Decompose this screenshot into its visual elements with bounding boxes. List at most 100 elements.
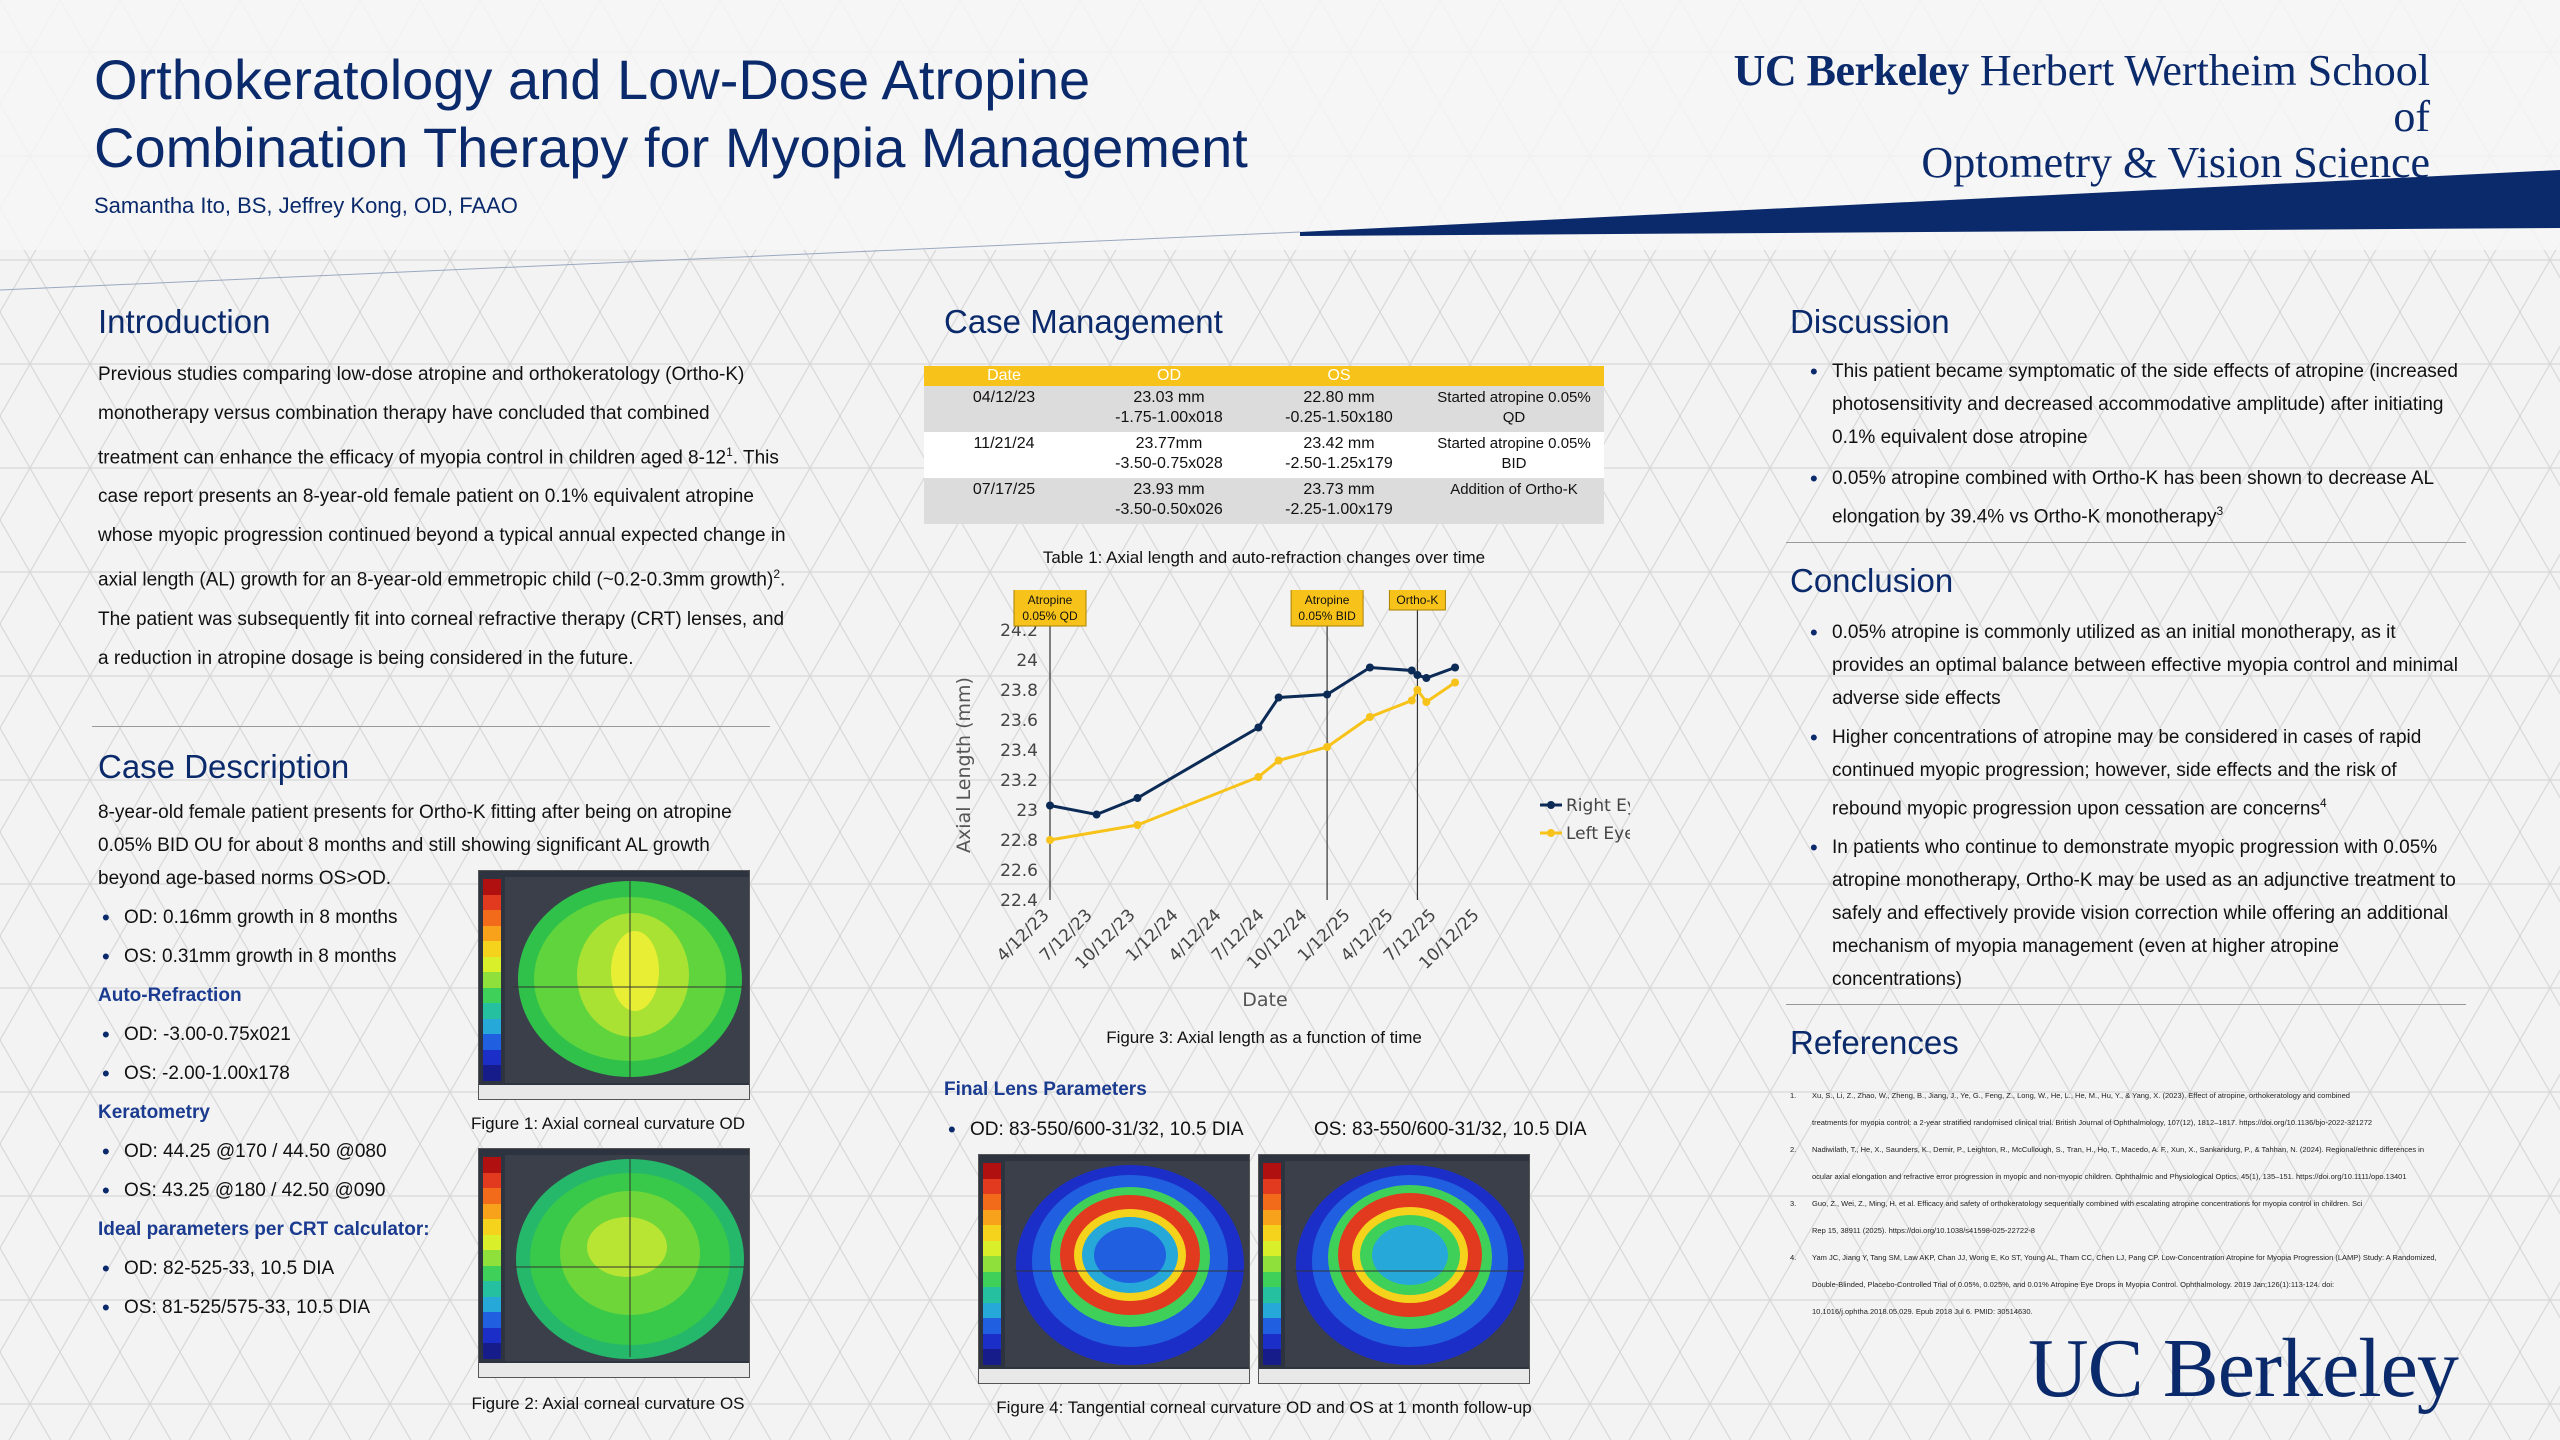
logo-line2: Optometry & Vision Science (1921, 138, 2430, 187)
color-scale (1263, 1163, 1281, 1365)
intro-sup2: 2 (773, 567, 780, 582)
logo-line1-rest: Herbert Wertheim School of (1979, 46, 2430, 141)
cell-od: 23.77mm -3.50-0.75x028 (1084, 432, 1254, 478)
data-point (1413, 671, 1422, 679)
institution-logo: UC Berkeley Herbert Wertheim School of O… (1690, 48, 2430, 186)
topo-footer (979, 1369, 1249, 1383)
data-point (1274, 756, 1283, 765)
poster-title: Orthokeratology and Low-Dose Atropine Co… (94, 46, 1494, 182)
list-item: OD: 0.16mm growth in 8 months (98, 898, 498, 937)
case-description-intro: 8-year-old female patient presents for O… (98, 796, 818, 895)
data-point (1451, 663, 1460, 672)
autorefraction-list: OD: -3.00-0.75x021 OS: -2.00-1.00x178 (98, 1015, 498, 1093)
list-item: OD: 44.25 @170 / 44.50 @080 (98, 1132, 498, 1171)
intro-p2: . This case report presents an 8-year-ol… (98, 447, 786, 591)
autorefraction-heading: Auto-Refraction (98, 985, 242, 1006)
final-lens-os: OS: 83-550/600-31/32, 10.5 DIA (1314, 1119, 1587, 1140)
case-table-wrapper: Date OD OS 04/12/23 23.03 mm -1.75-1.00x0… (924, 366, 1604, 524)
y-tick-label: 23.2 (1000, 771, 1038, 791)
final-lens-params: OD: 83-550/600-31/32, 10.5 DIA OS: 83-550… (944, 1110, 1644, 1149)
annotation-box (1290, 590, 1364, 627)
series-line-left-eye (1049, 681, 1456, 842)
annotation-box (1013, 590, 1087, 627)
logo-bold: UC Berkeley (1733, 46, 1970, 95)
case-description-details: OD: 0.16mm growth in 8 months OS: 0.31mm… (98, 898, 498, 1327)
list-item: This patient became symptomatic of the s… (1806, 355, 2476, 454)
keratometry-list: OD: 44.25 @170 / 44.50 @080 OS: 43.25 @1… (98, 1132, 498, 1210)
figure3-caption: Figure 3: Axial length as a function of … (1106, 1028, 1422, 1047)
list-item: Higher concentrations of atropine may be… (1806, 721, 2466, 825)
data-point (1407, 666, 1416, 675)
final-lens-heading: Final Lens Parameters (944, 1079, 1147, 1100)
figure4-os-topography-image (1258, 1154, 1530, 1384)
data-point (1413, 686, 1422, 694)
legend-marker (1547, 829, 1555, 837)
data-point (1422, 698, 1431, 706)
intro-p1: Previous studies comparing low-dose atro… (98, 364, 745, 469)
data-point (1046, 836, 1054, 844)
y-tick-label: 22.8 (1000, 831, 1038, 851)
intro-p3: . The patient was subsequently fit into … (98, 569, 786, 669)
y-axis-label: Axial Length (mm) (953, 677, 975, 853)
conclusion-bullets: 0.05% atropine is commonly utilized as a… (1806, 616, 2466, 996)
crt-heading: Ideal parameters per CRT calculator: (98, 1219, 430, 1240)
list-item: OS: 0.31mm growth in 8 months (98, 937, 498, 976)
color-scale (983, 1163, 1001, 1365)
axial-length-chart: 22.422.622.82323.223.423.623.82424.24/12… (953, 590, 1630, 1011)
table-row: 04/12/23 23.03 mm -1.75-1.00x018 22.80 mm… (924, 386, 1604, 432)
final-lens-od: OD: 83-550/600-31/32, 10.5 DIA (970, 1119, 1244, 1140)
y-tick-label: 24 (1016, 651, 1038, 671)
annotation-box (1388, 590, 1446, 611)
data-point (1046, 801, 1054, 810)
title-line-1: Orthokeratology and Low-Dose Atropine (94, 48, 1091, 111)
cell-note: Addition of Ortho-K (1424, 478, 1604, 524)
list-item: 0.05% atropine combined with Ortho-K has… (1806, 462, 2476, 533)
figure4-od-topography-image (978, 1154, 1250, 1384)
data-point (1451, 678, 1460, 687)
cell-os: 23.42 mm -2.50-1.25x179 (1254, 432, 1424, 478)
reference-item: 2. Nadiwilath, T., He, X., Saunders, K., … (1790, 1145, 2424, 1181)
case-table: Date OD OS 04/12/23 23.03 mm -1.75-1.00x0… (924, 366, 1604, 524)
data-point (1365, 663, 1374, 672)
header-date: Date (924, 366, 1084, 386)
intro-sup1: 1 (726, 445, 733, 459)
list-item: OD: -3.00-0.75x021 (98, 1015, 498, 1054)
discussion-heading: Discussion (1790, 303, 1950, 340)
divider (1786, 1004, 2466, 1005)
legend-marker (1547, 801, 1555, 809)
discussion-bullets: This patient became symptomatic of the s… (1806, 355, 2476, 533)
annotation-label: Atropine (1305, 593, 1350, 607)
topo-footer (479, 1363, 749, 1377)
y-tick-label: 23 (1016, 801, 1038, 821)
figure1-topography-image (478, 870, 750, 1100)
case-intro-line1: 8-year-old female patient presents for O… (98, 802, 732, 823)
figure1-caption: Figure 1: Axial corneal curvature OD (470, 1114, 745, 1133)
legend-label: Left Eye (1566, 824, 1630, 844)
title-line-2: Combination Therapy for Myopia Managemen… (94, 116, 1248, 179)
data-point (1254, 773, 1263, 781)
growth-list: OD: 0.16mm growth in 8 months OS: 0.31mm… (98, 898, 498, 976)
y-tick-label: 23.4 (1000, 741, 1038, 761)
case-intro-line3: beyond age-based norms OS>OD. (98, 868, 392, 889)
figure2-topography-image (478, 1148, 750, 1378)
table-row: 11/21/24 23.77mm -3.50-0.75x028 23.42 mm -… (924, 432, 1604, 478)
y-tick-label: 22.6 (1000, 861, 1038, 881)
list-item: OS: 81-525/575-33, 10.5 DIA (98, 1288, 498, 1327)
introduction-text: Previous studies comparing low-dose atro… (98, 355, 788, 678)
reference-item: 1. Xu, S., Li, Z., Zhao, W., Zheng, B., J… (1790, 1091, 2373, 1127)
list-item: OS: -2.00-1.00x178 (98, 1054, 498, 1093)
data-point (1274, 693, 1283, 702)
header-banner (1300, 170, 2560, 236)
footer-logo: UC Berkeley (2028, 1322, 2459, 1415)
cell-date: 11/21/24 (924, 432, 1084, 478)
annotation-label: 0.05% QD (1022, 609, 1078, 623)
header-od: OD (1084, 366, 1254, 386)
reference-item: 4. Yam JC, Jiang Y, Tang SM, Law AKP, Cha… (1790, 1253, 2437, 1316)
cell-os: 23.73 mm -2.25-1.00x179 (1254, 478, 1424, 524)
y-tick-label: 23.8 (1000, 681, 1038, 701)
cell-note: Started atropine 0.05% BID (1424, 432, 1604, 478)
authors: Samantha Ito, BS, Jeffrey Kong, OD, FAAO (94, 193, 518, 218)
table-header-row: Date OD OS (924, 366, 1604, 386)
data-point (1365, 713, 1374, 721)
list-item: In patients who continue to demonstrate … (1806, 831, 2466, 996)
